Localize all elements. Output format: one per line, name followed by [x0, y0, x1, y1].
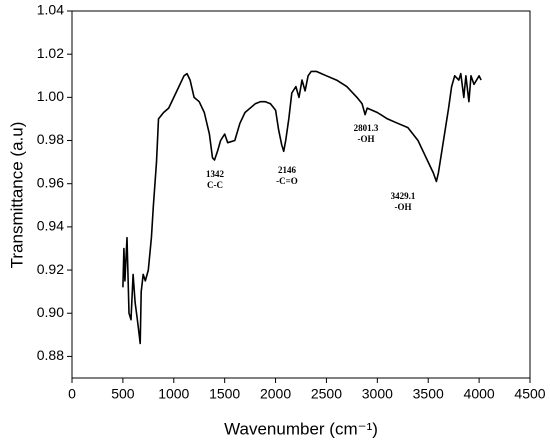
y-tick-label: 1.02 — [37, 45, 64, 61]
y-tick-label: 1.00 — [37, 88, 64, 104]
annotation: 2146 — [278, 165, 297, 175]
annotation: 1342 — [206, 169, 225, 179]
annotation: -C=O — [276, 176, 298, 186]
annotation: C-C — [207, 180, 223, 190]
annotation: -OH — [358, 134, 375, 144]
annotation: -OH — [395, 202, 412, 212]
x-tick-label: 3500 — [413, 386, 444, 402]
plot-frame — [71, 10, 531, 379]
x-tick-label: 2000 — [260, 386, 291, 402]
spectrum-line — [122, 70, 482, 345]
y-tick-label: 0.92 — [37, 261, 64, 277]
y-tick-label: 0.98 — [37, 131, 64, 147]
x-axis-label: Wavenumber (cm⁻¹) — [224, 419, 378, 438]
y-tick-label: 0.96 — [37, 174, 64, 190]
x-tick-label: 1000 — [158, 386, 189, 402]
x-tick-label: 2500 — [311, 386, 342, 402]
y-tick-label: 0.94 — [37, 218, 64, 234]
y-axis-label: Transmittance (a.u) — [7, 122, 26, 269]
x-tick-label: 4000 — [464, 386, 495, 402]
annotation: 2801.3 — [354, 123, 379, 133]
y-tick-label: 0.88 — [37, 347, 64, 363]
x-tick-label: 0 — [68, 386, 76, 402]
x-tick-label: 3000 — [362, 386, 393, 402]
x-tick-label: 500 — [111, 386, 135, 402]
annotation: 3429.1 — [391, 191, 416, 201]
y-tick-label: 1.04 — [37, 2, 64, 18]
x-tick-label: 4500 — [514, 386, 545, 402]
y-tick-label: 0.90 — [37, 304, 64, 320]
x-tick-label: 1500 — [209, 386, 240, 402]
